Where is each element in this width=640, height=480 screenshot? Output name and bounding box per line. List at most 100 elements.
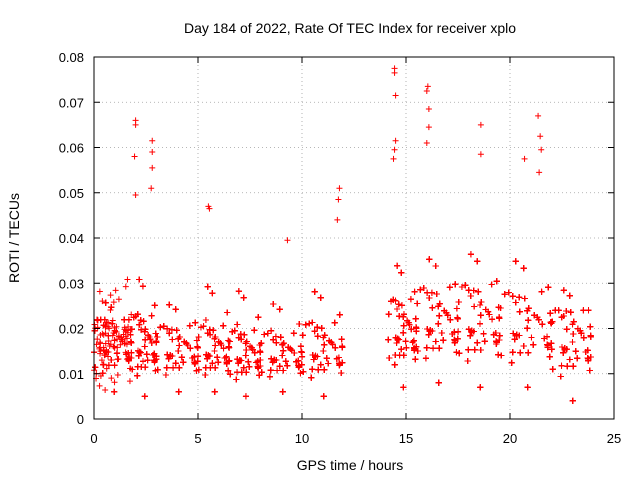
data-point <box>99 370 106 377</box>
data-point <box>127 331 134 338</box>
data-point <box>268 327 275 334</box>
data-point <box>312 352 319 359</box>
data-point <box>293 358 300 365</box>
data-point <box>209 360 216 367</box>
data-point <box>225 337 232 344</box>
data-point <box>176 364 183 371</box>
data-point <box>385 311 392 318</box>
data-point <box>124 276 131 283</box>
data-point <box>264 330 271 337</box>
data-point <box>115 296 122 303</box>
data-point <box>315 366 322 373</box>
data-point <box>331 319 338 326</box>
data-point <box>194 343 201 350</box>
data-point <box>478 299 485 306</box>
data-point <box>321 366 328 373</box>
data-point <box>299 353 306 360</box>
data-point <box>261 331 268 338</box>
data-point <box>336 361 343 368</box>
data-point <box>92 364 99 371</box>
data-point <box>282 358 289 365</box>
data-point <box>285 344 292 351</box>
data-point <box>394 262 401 269</box>
data-point <box>235 334 242 341</box>
data-point <box>211 347 218 354</box>
data-point <box>130 314 137 321</box>
data-point <box>141 343 148 350</box>
data-point <box>109 320 116 327</box>
data-point <box>256 348 263 355</box>
data-point <box>481 338 488 345</box>
data-point <box>136 321 143 328</box>
data-point <box>218 342 225 349</box>
data-point <box>97 340 104 347</box>
data-point <box>277 334 284 341</box>
data-point <box>386 354 393 361</box>
data-point <box>410 337 417 344</box>
data-point <box>297 343 304 350</box>
data-point <box>477 347 484 354</box>
data-point <box>172 360 179 367</box>
data-point <box>106 325 113 332</box>
data-point <box>220 345 227 352</box>
data-point <box>127 338 134 345</box>
data-point <box>338 369 345 376</box>
data-point <box>433 291 440 298</box>
data-point <box>197 324 204 331</box>
data-point <box>96 288 103 295</box>
data-point <box>406 321 413 328</box>
data-point <box>209 290 216 297</box>
data-point <box>111 344 118 351</box>
data-point <box>311 288 318 295</box>
data-point <box>96 345 103 352</box>
data-point <box>100 331 107 338</box>
data-point <box>492 329 499 336</box>
data-point <box>246 363 253 370</box>
data-point <box>240 364 247 371</box>
data-point <box>475 288 482 295</box>
data-point <box>128 349 135 356</box>
data-point <box>458 284 465 291</box>
data-point <box>142 336 149 343</box>
data-point <box>242 393 249 400</box>
data-point <box>226 344 233 351</box>
data-point <box>394 306 401 313</box>
data-point <box>111 388 118 395</box>
data-point <box>227 371 234 378</box>
data-point <box>452 337 459 344</box>
data-point <box>280 340 287 347</box>
data-point <box>94 324 101 331</box>
data-point <box>100 347 107 354</box>
data-point <box>309 366 316 373</box>
data-point <box>326 337 333 344</box>
data-point <box>100 361 107 368</box>
data-point <box>178 354 185 361</box>
data-point <box>147 336 154 343</box>
data-point <box>195 366 202 373</box>
data-point <box>111 379 118 386</box>
data-point <box>454 315 461 322</box>
data-point <box>321 341 328 348</box>
data-point <box>477 301 484 308</box>
data-point <box>332 344 339 351</box>
data-point <box>485 308 492 315</box>
data-point <box>471 303 478 310</box>
data-point <box>464 358 471 365</box>
data-point <box>435 303 442 310</box>
data-point <box>186 322 193 329</box>
data-point <box>187 345 194 352</box>
data-point <box>493 278 500 285</box>
data-point <box>176 342 183 349</box>
data-point <box>110 299 117 306</box>
data-point <box>102 340 109 347</box>
data-point <box>94 317 101 324</box>
data-point <box>453 305 460 312</box>
data-point <box>320 393 327 400</box>
data-point <box>280 367 287 374</box>
data-point <box>224 309 231 316</box>
data-point <box>194 358 201 365</box>
data-point <box>392 351 399 358</box>
data-point <box>391 361 398 368</box>
data-point <box>452 281 459 288</box>
data-point <box>318 325 325 332</box>
